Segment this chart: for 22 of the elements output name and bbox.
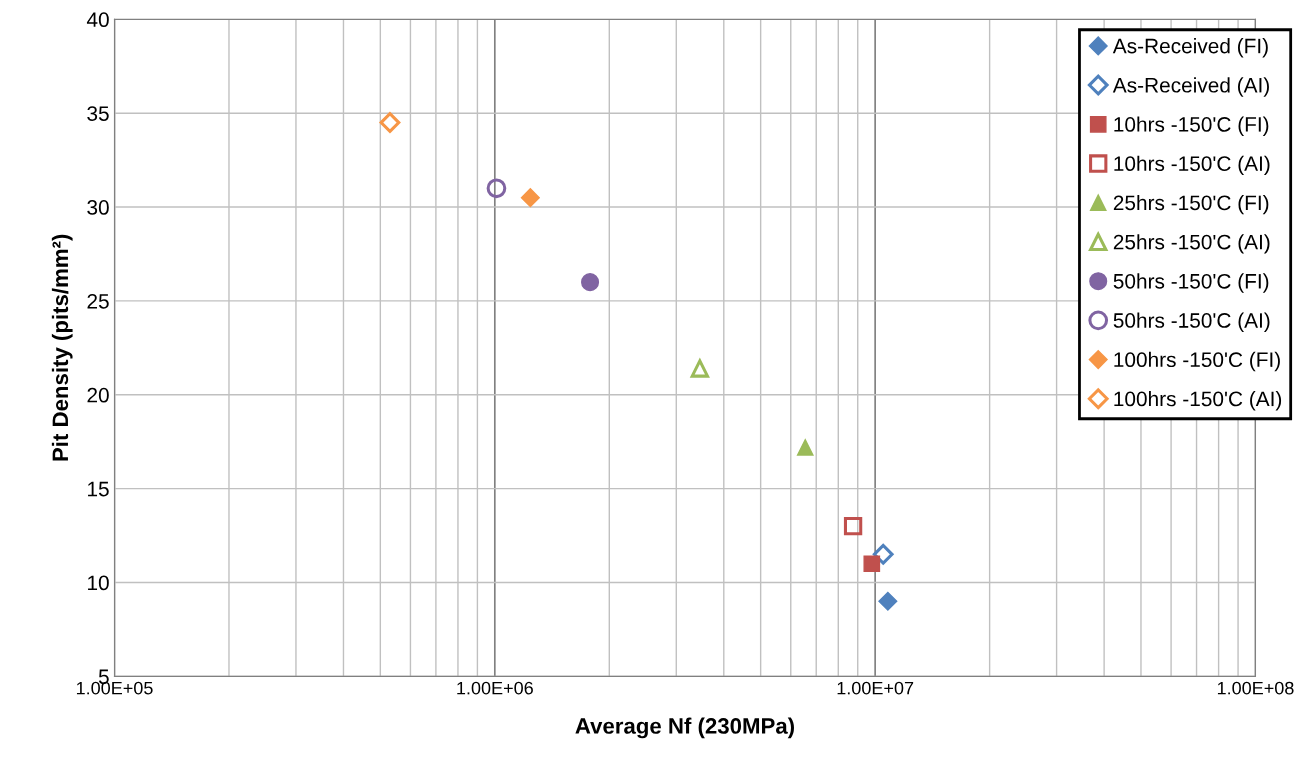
legend-label: 100hrs -150'C (FI) — [1114, 351, 1280, 372]
y-tick-label: 10 — [88, 575, 109, 591]
y-tick-label: 20 — [87, 387, 109, 403]
legend-label: 25hrs -150'C (AI) — [1113, 234, 1270, 254]
x-tick-label: 1.00E+07 — [837, 681, 914, 695]
y-axis-title: Pit Density (pits/mm²) — [51, 234, 73, 461]
x-axis-title: Average Nf (230MPa) — [575, 717, 794, 739]
y-tick-label: 25 — [87, 293, 109, 309]
legend-label: 10hrs -150'C (AI) — [1114, 155, 1270, 176]
legend-label: 10hrs -150'C (FI) — [1114, 116, 1269, 136]
x-tick-label: 1.00E+08 — [1217, 681, 1294, 695]
legend-label: 100hrs -150'C (AI) — [1114, 390, 1282, 411]
legend-label: As-Received (FI) — [1112, 38, 1268, 58]
y-tick-label: 15 — [88, 481, 109, 497]
x-tick-label: 1.00E+06 — [457, 681, 533, 695]
legend-label: As-Received (AI) — [1112, 77, 1269, 97]
y-tick-label: 40 — [86, 12, 109, 28]
legend-label: 25hrs -150'C (FI) — [1113, 194, 1269, 215]
legend-label: 50hrs -150'C (AI) — [1113, 312, 1270, 332]
y-tick-label: 35 — [87, 106, 109, 121]
legend-label: 50hrs -150'C (FI) — [1113, 273, 1269, 293]
y-tick-label: 30 — [87, 200, 109, 215]
